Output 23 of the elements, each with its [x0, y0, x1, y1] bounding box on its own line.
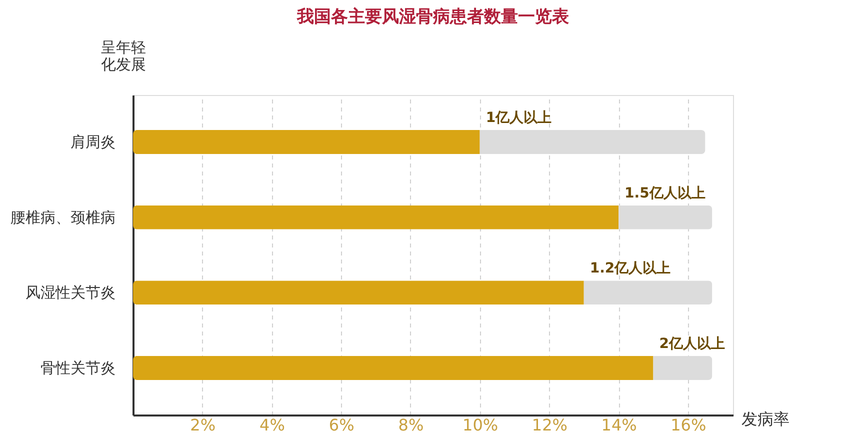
y-tick-label: 肩周炎	[70, 133, 116, 152]
annotation: 1亿人以上	[486, 110, 552, 126]
x-tick-label: 4%	[260, 416, 285, 434]
bar	[133, 280, 584, 305]
x-tick-label: 14%	[601, 416, 637, 434]
x-tick-label: 12%	[532, 416, 568, 434]
x-tick-label: 2%	[190, 416, 216, 434]
bar	[133, 205, 619, 230]
y-axis-title: 呈年轻化发展	[101, 38, 146, 74]
y-tick-label: 腰椎病、颈椎病	[10, 208, 116, 226]
x-axis-title: 发病率	[742, 410, 790, 428]
x-tick-label: 16%	[670, 416, 706, 434]
annotation: 1.2亿人以上	[590, 260, 671, 277]
bar	[133, 130, 480, 154]
annotation: 1.5亿人以上	[624, 185, 706, 202]
bar	[133, 356, 654, 380]
x-tick-label: 6%	[328, 416, 354, 434]
annotation: 2亿人以上	[659, 336, 725, 352]
x-tick-label: 8%	[398, 416, 424, 434]
x-tick-label: 10%	[462, 416, 498, 434]
y-tick-label: 风湿性关节炎	[26, 284, 116, 302]
chart-title: 我国各主要风湿骨病患者数量一览表	[296, 7, 570, 27]
y-tick-label: 骨性关节炎	[40, 358, 116, 377]
